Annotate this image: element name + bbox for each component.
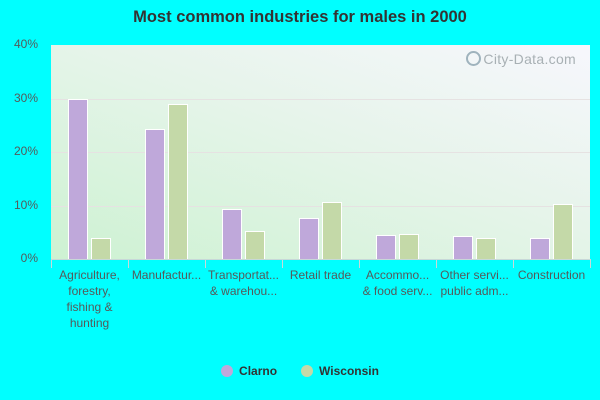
x-tick-mark	[590, 259, 591, 268]
x-tick-label: Accommo... & food serv...	[362, 268, 433, 298]
x-tick-label: Transportat... & warehou...	[208, 268, 279, 298]
y-tick-label: 20%	[13, 144, 38, 158]
x-tick-mark	[282, 259, 283, 268]
x-tick-mark	[128, 259, 129, 268]
x-tick-mark	[359, 259, 360, 268]
gridline	[51, 205, 590, 207]
bar-wisconsin[interactable]	[91, 238, 111, 259]
x-tick-mark	[513, 259, 514, 268]
bar-clarno[interactable]	[376, 234, 396, 259]
gridline	[51, 98, 590, 100]
x-tick-label: Other servi... public adm...	[440, 268, 509, 298]
y-tick-label: 0%	[20, 251, 38, 265]
x-tick-mark	[436, 259, 437, 268]
x-tick-label: Retail trade	[289, 268, 352, 282]
legend-swatch-icon	[301, 365, 314, 377]
bar-wisconsin[interactable]	[245, 230, 265, 259]
legend-item-clarno[interactable]: Clarno	[221, 364, 277, 378]
bar-wisconsin[interactable]	[322, 202, 342, 259]
legend-label: Clarno	[239, 364, 278, 378]
gridline	[51, 152, 590, 153]
x-tick-label: Agriculture, forestry, fishing & hunting	[59, 268, 120, 330]
bar-wisconsin[interactable]	[168, 103, 188, 259]
chart-title: Most common industries for males in 2000	[133, 8, 467, 26]
bar-clarno[interactable]	[145, 129, 165, 259]
bar-wisconsin[interactable]	[476, 238, 496, 259]
y-tick-label: 40%	[13, 37, 38, 51]
bar-wisconsin[interactable]	[399, 233, 419, 259]
bar-clarno[interactable]	[530, 238, 550, 259]
x-tick-mark	[51, 259, 52, 268]
magnifier-icon	[466, 51, 482, 66]
legend: Clarno Wisconsin	[0, 364, 600, 378]
bar-clarno[interactable]	[222, 208, 242, 259]
y-tick-label: 10%	[13, 197, 38, 212]
bar-clarno[interactable]	[453, 236, 473, 259]
bar-clarno[interactable]	[299, 217, 319, 259]
watermark-text: City-Data.com	[483, 51, 576, 67]
x-tick-label: Construction	[517, 268, 586, 282]
x-tick-label: Manufactur...	[131, 268, 202, 282]
legend-label: Wisconsin	[319, 364, 379, 378]
legend-swatch-icon	[221, 365, 234, 377]
bar-wisconsin[interactable]	[553, 204, 573, 259]
watermark: City-Data.com	[466, 51, 576, 67]
plot-area: City-Data.com	[51, 45, 590, 259]
legend-item-wisconsin[interactable]: Wisconsin	[301, 364, 379, 378]
bar-clarno[interactable]	[68, 98, 88, 259]
x-axis-line	[51, 259, 590, 260]
y-tick-label: 30%	[13, 90, 38, 105]
x-tick-mark	[205, 259, 206, 268]
